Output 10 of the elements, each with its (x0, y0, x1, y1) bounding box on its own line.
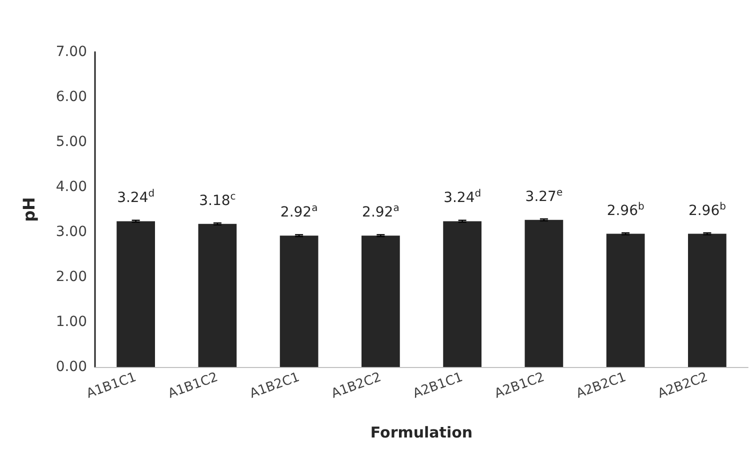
y-tick-label: 7.00 (56, 44, 87, 60)
y-axis-title: pH (20, 197, 38, 222)
y-tick-label: 0.00 (56, 359, 87, 375)
y-tick-label: 5.00 (56, 134, 87, 150)
y-tick-label: 1.00 (56, 314, 87, 330)
x-axis-title: Formulation (370, 424, 473, 442)
y-tick-label: 2.00 (56, 269, 87, 285)
y-tick-label: 3.00 (56, 224, 87, 240)
y-tick-label: 4.00 (56, 179, 87, 195)
y-tick-label: 6.00 (56, 89, 87, 105)
